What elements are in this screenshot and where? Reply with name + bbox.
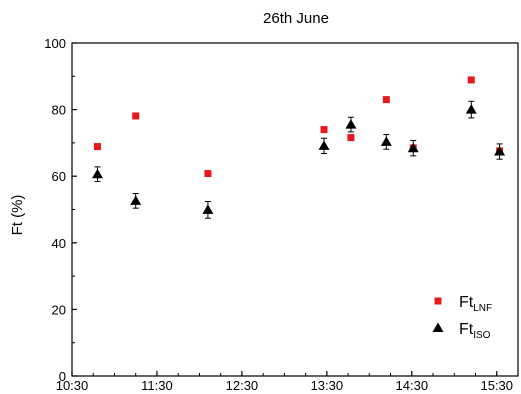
data-point-iso xyxy=(407,142,419,153)
data-marks xyxy=(91,76,506,219)
data-point-iso xyxy=(494,146,506,156)
data-point-iso xyxy=(318,140,330,150)
legend-marker-iso xyxy=(432,322,444,332)
data-point-iso xyxy=(91,168,103,179)
y-tick-label: 80 xyxy=(52,103,66,118)
y-axis-label: Ft (%) xyxy=(9,195,26,236)
axes: 10:30 11:30 12:30 13:30 14:30 15:30 0 20 40 60 80 1… xyxy=(44,36,519,393)
legend-label: FtISO xyxy=(459,321,491,341)
x-tick-label: 14:30 xyxy=(396,378,429,393)
y-tick-label: 0 xyxy=(59,369,66,384)
data-point-iso xyxy=(380,136,392,146)
x-tick-label: 10:30 xyxy=(56,378,89,393)
legend-label-subscript: LNF xyxy=(473,303,492,314)
data-point-lnf xyxy=(382,96,390,104)
legend-marker-lnf xyxy=(434,297,442,305)
y-tick-label: 60 xyxy=(52,169,66,184)
legend-label-main: Ft xyxy=(459,294,474,311)
data-point-iso xyxy=(130,195,142,205)
data-point-iso xyxy=(345,119,357,129)
data-point-lnf xyxy=(467,76,475,84)
legend-label-subscript: ISO xyxy=(473,330,490,341)
x-tick-label: 15:30 xyxy=(480,378,513,393)
plot-frame xyxy=(71,42,519,377)
data-point-lnf xyxy=(132,112,140,120)
x-tick-label: 11:30 xyxy=(141,378,173,393)
legend-label: FtLNF xyxy=(459,294,492,314)
y-tick-label: 40 xyxy=(52,236,66,251)
data-point-lnf xyxy=(204,170,212,178)
chart-title: 26th June xyxy=(263,10,329,27)
x-tick-label: 12:30 xyxy=(226,378,259,393)
data-point-lnf xyxy=(93,143,101,151)
y-tick-label: 100 xyxy=(44,36,66,51)
y-tick-label: 20 xyxy=(52,302,66,317)
data-point-lnf xyxy=(347,134,355,142)
data-point-lnf xyxy=(320,126,328,134)
data-point-iso xyxy=(202,204,214,214)
data-point-iso xyxy=(465,104,477,114)
legend-label-main: Ft xyxy=(459,321,474,338)
x-tick-label: 13:30 xyxy=(311,378,344,393)
